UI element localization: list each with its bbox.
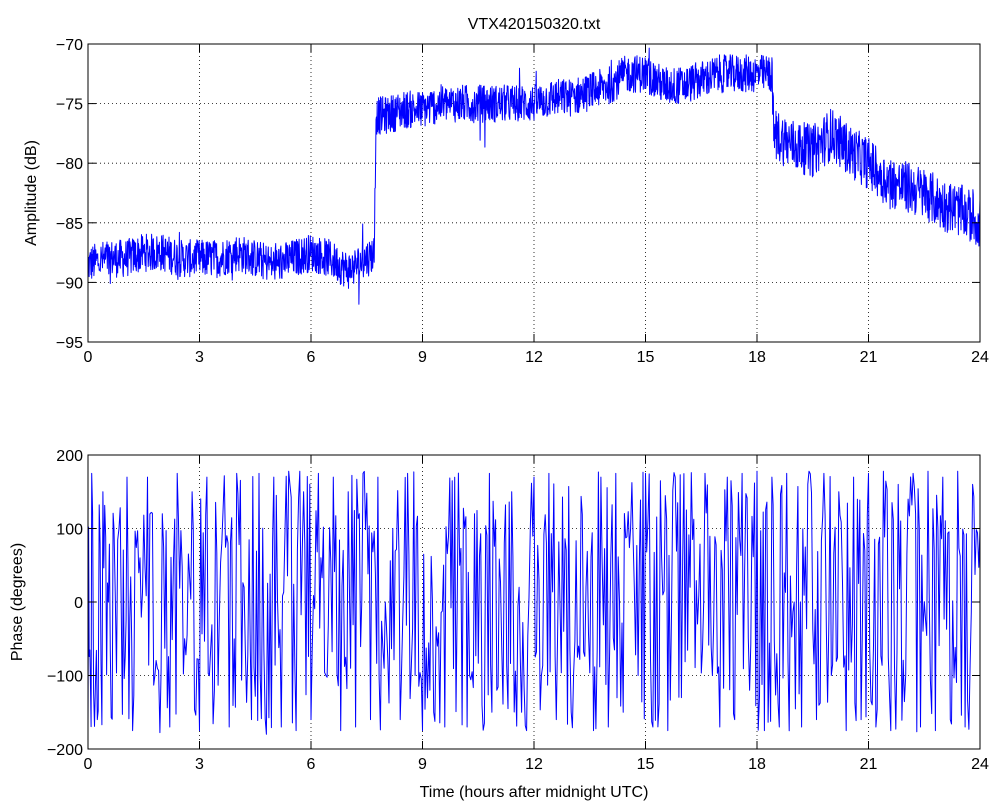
phase-y-tick-label: −200 (47, 742, 83, 759)
phase-x-tick-label: 15 (637, 756, 655, 773)
amplitude-x-tick-label: 9 (418, 349, 427, 366)
amplitude-plot: 0 3 6 9 12 15 18 21 24 −95 −90 −85 −80 −75 −70 VTX4201… (23, 16, 989, 366)
amplitude-x-tick-label: 18 (748, 349, 766, 366)
amplitude-x-tick-label: 0 (84, 349, 93, 366)
phase-y-tick-label: −100 (47, 669, 83, 686)
phase-ticks: 0 3 6 9 12 15 18 21 24 −200 −100 0 100 200 (47, 448, 989, 773)
amplitude-y-axis-label: Amplitude (dB) (23, 140, 40, 246)
phase-x-tick-label: 3 (195, 756, 204, 773)
amplitude-x-tick-label: 6 (307, 349, 316, 366)
amplitude-y-tick-label: −70 (56, 37, 83, 54)
amplitude-x-tick-label: 15 (637, 349, 655, 366)
amplitude-y-tick-label: −75 (56, 97, 83, 114)
phase-x-tick-label: 6 (307, 756, 316, 773)
phase-y-tick-label: 100 (56, 522, 83, 539)
phase-x-tick-label: 12 (525, 756, 543, 773)
phase-trace-group (87, 470, 981, 735)
amplitude-ticks: 0 3 6 9 12 15 18 21 24 −95 −90 −85 −80 −75 −70 (56, 37, 989, 366)
phase-x-tick-label: 18 (748, 756, 766, 773)
phase-y-axis-label: Phase (degrees) (9, 543, 26, 661)
amplitude-y-tick-label: −80 (56, 156, 83, 173)
phase-x-axis-label: Time (hours after midnight UTC) (420, 784, 649, 801)
amplitude-y-tick-label: −90 (56, 275, 83, 292)
phase-x-tick-label: 9 (418, 756, 427, 773)
phase-plot: 0 3 6 9 12 15 18 21 24 −200 −100 0 100 200 Time (hour… (9, 448, 989, 801)
amplitude-x-tick-label: 21 (860, 349, 878, 366)
amplitude-x-tick-label: 12 (525, 349, 543, 366)
phase-x-tick-label: 21 (860, 756, 878, 773)
amplitude-y-tick-label: −95 (56, 335, 83, 352)
phase-y-tick-label: 200 (56, 448, 83, 465)
amplitude-y-tick-label: −85 (56, 216, 83, 233)
phase-y-tick-label: 0 (74, 595, 83, 612)
phase-series-line (87, 470, 981, 735)
phase-x-tick-label: 24 (971, 756, 989, 773)
phase-x-tick-label: 0 (84, 756, 93, 773)
amplitude-grid (88, 44, 980, 342)
amplitude-trace-group (87, 47, 981, 305)
amplitude-chart-title: VTX420150320.txt (468, 16, 601, 33)
amplitude-x-tick-label: 24 (971, 349, 989, 366)
amplitude-x-tick-label: 3 (195, 349, 204, 366)
amplitude-series-line (87, 47, 981, 305)
